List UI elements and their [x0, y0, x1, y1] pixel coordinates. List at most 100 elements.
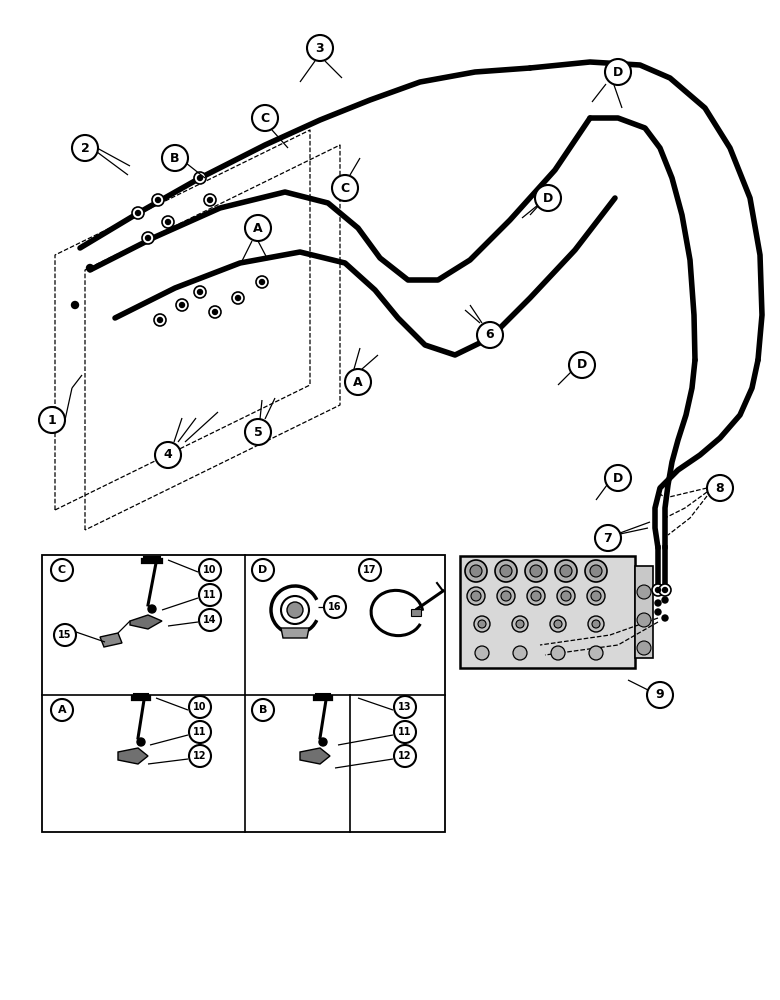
- Text: 9: 9: [656, 688, 665, 702]
- Circle shape: [72, 135, 98, 161]
- Circle shape: [209, 306, 221, 318]
- Text: A: A: [254, 222, 263, 234]
- Circle shape: [662, 587, 668, 592]
- Circle shape: [307, 35, 333, 61]
- Text: 15: 15: [58, 630, 72, 640]
- Circle shape: [281, 596, 309, 624]
- Circle shape: [194, 286, 206, 298]
- Circle shape: [332, 175, 358, 201]
- Circle shape: [662, 615, 668, 621]
- Circle shape: [179, 302, 185, 308]
- Circle shape: [189, 721, 211, 743]
- Circle shape: [475, 646, 489, 660]
- Circle shape: [146, 235, 151, 240]
- Circle shape: [324, 596, 346, 618]
- Text: D: D: [577, 359, 587, 371]
- Bar: [635, 566, 653, 658]
- Circle shape: [500, 565, 512, 577]
- Text: 3: 3: [316, 41, 324, 54]
- Circle shape: [588, 616, 604, 632]
- Circle shape: [637, 613, 651, 627]
- Circle shape: [647, 682, 673, 708]
- Circle shape: [142, 232, 154, 244]
- Circle shape: [359, 559, 381, 581]
- Circle shape: [137, 738, 145, 746]
- Circle shape: [655, 600, 661, 606]
- Circle shape: [569, 352, 595, 378]
- Text: D: D: [258, 565, 268, 575]
- Circle shape: [707, 475, 733, 501]
- Circle shape: [87, 264, 94, 271]
- Text: 10: 10: [204, 565, 217, 575]
- Circle shape: [605, 59, 631, 85]
- Circle shape: [478, 620, 486, 628]
- Circle shape: [495, 560, 517, 582]
- Circle shape: [345, 369, 371, 395]
- Polygon shape: [130, 615, 162, 629]
- Text: 12: 12: [399, 751, 412, 761]
- Circle shape: [555, 560, 577, 582]
- Circle shape: [197, 290, 203, 294]
- Circle shape: [148, 605, 156, 613]
- Circle shape: [592, 620, 600, 628]
- Circle shape: [256, 276, 268, 288]
- Text: 16: 16: [328, 602, 342, 612]
- Text: 1: 1: [48, 414, 56, 426]
- Circle shape: [605, 465, 631, 491]
- Text: 11: 11: [399, 727, 412, 737]
- Text: C: C: [261, 111, 270, 124]
- Circle shape: [204, 194, 216, 206]
- Circle shape: [207, 198, 212, 202]
- Circle shape: [589, 646, 603, 660]
- Text: 7: 7: [604, 532, 612, 544]
- Text: B: B: [259, 705, 268, 715]
- Circle shape: [497, 587, 515, 605]
- Text: 17: 17: [363, 565, 377, 575]
- Circle shape: [531, 591, 541, 601]
- Circle shape: [560, 565, 572, 577]
- Circle shape: [512, 616, 528, 632]
- Circle shape: [394, 696, 416, 718]
- Circle shape: [199, 584, 221, 606]
- Circle shape: [470, 565, 482, 577]
- Text: D: D: [613, 472, 623, 485]
- Circle shape: [590, 565, 602, 577]
- Circle shape: [585, 560, 607, 582]
- Text: 11: 11: [204, 590, 217, 600]
- Circle shape: [471, 591, 481, 601]
- Text: 11: 11: [193, 727, 207, 737]
- Circle shape: [197, 176, 203, 180]
- Circle shape: [51, 559, 73, 581]
- Circle shape: [152, 194, 164, 206]
- Circle shape: [659, 584, 671, 596]
- Circle shape: [39, 407, 65, 433]
- Circle shape: [252, 105, 278, 131]
- Text: 6: 6: [486, 328, 495, 342]
- Circle shape: [587, 587, 605, 605]
- Text: 8: 8: [716, 482, 725, 494]
- Circle shape: [287, 602, 303, 618]
- Circle shape: [394, 721, 416, 743]
- Circle shape: [154, 314, 166, 326]
- Polygon shape: [118, 748, 148, 764]
- Circle shape: [54, 624, 76, 646]
- Circle shape: [662, 597, 668, 603]
- Circle shape: [595, 525, 621, 551]
- Circle shape: [591, 591, 601, 601]
- Circle shape: [530, 565, 542, 577]
- Polygon shape: [300, 748, 330, 764]
- Circle shape: [245, 419, 271, 445]
- Circle shape: [551, 646, 565, 660]
- Circle shape: [501, 591, 511, 601]
- Text: 2: 2: [80, 141, 90, 154]
- Circle shape: [477, 322, 503, 348]
- Circle shape: [189, 745, 211, 767]
- Text: B: B: [170, 151, 179, 164]
- Circle shape: [655, 587, 661, 592]
- Circle shape: [516, 620, 524, 628]
- Circle shape: [132, 207, 144, 219]
- Circle shape: [319, 738, 327, 746]
- Text: 13: 13: [399, 702, 412, 712]
- Circle shape: [467, 587, 485, 605]
- Circle shape: [252, 559, 274, 581]
